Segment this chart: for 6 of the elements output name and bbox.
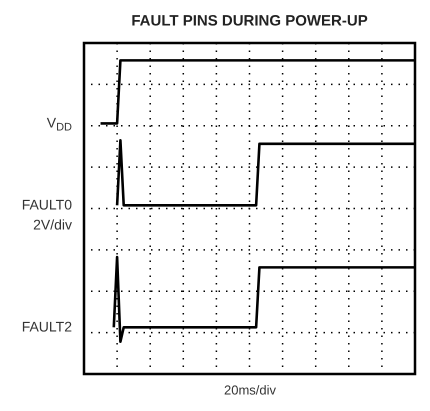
- text: FAULT0: [22, 196, 72, 212]
- text: 2V/div: [33, 216, 72, 232]
- chart-title: FAULT PINS DURING POWER-UP: [131, 12, 368, 30]
- x-axis-title: 20ms/div: [224, 382, 277, 398]
- text: V$_{DD}$: [46, 114, 72, 134]
- text: FAULT2: [22, 318, 72, 334]
